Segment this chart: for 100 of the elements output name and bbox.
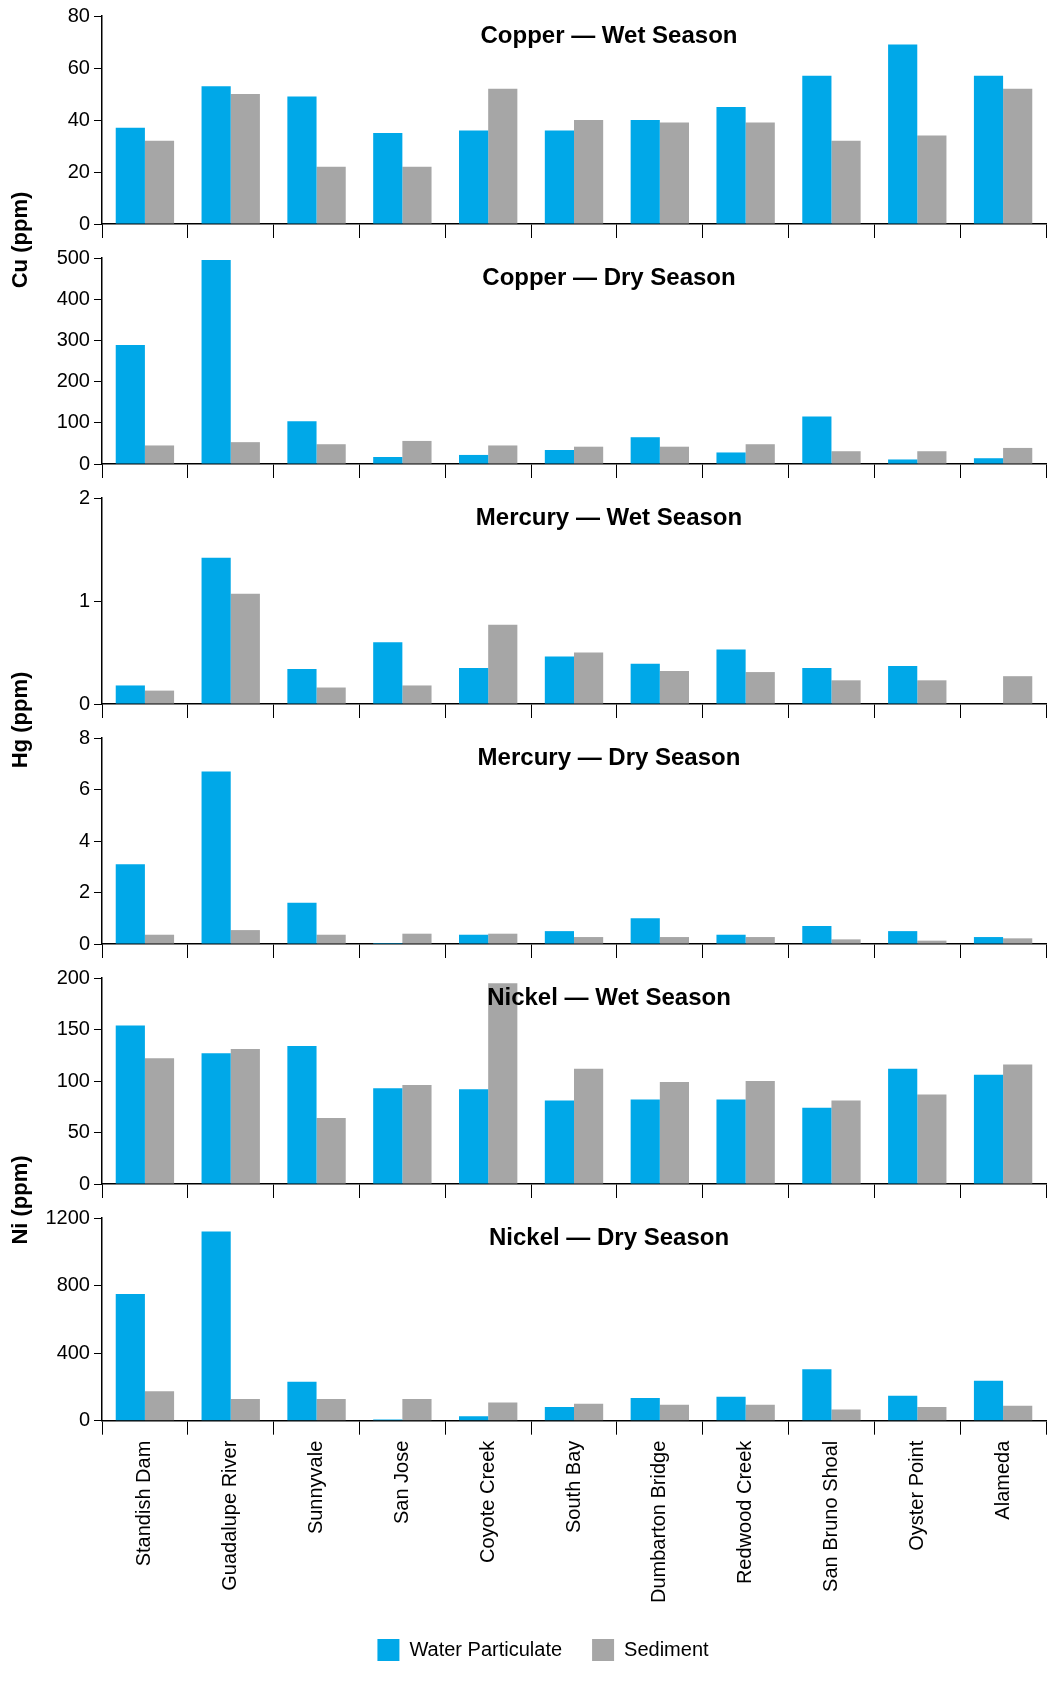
bar (831, 680, 861, 704)
bar (888, 931, 918, 944)
y-tick-label: 1 (78, 588, 90, 611)
y-tick-label: 2 (78, 485, 90, 508)
bar (917, 451, 947, 464)
y-tick-label: 80 (67, 3, 90, 26)
bar (373, 642, 403, 704)
x-tick-label: South Bay (561, 1440, 584, 1533)
bar (831, 939, 861, 944)
chart-title: Nickel — Wet Season (487, 982, 731, 1010)
bar (831, 451, 861, 464)
chart-title: Mercury — Wet Season (475, 502, 743, 530)
y-tick-label: 50 (67, 1120, 90, 1143)
bar (201, 557, 231, 704)
bar (659, 671, 689, 704)
bar (459, 130, 489, 224)
y-tick-label: 0 (78, 211, 90, 234)
bar (659, 937, 689, 944)
bar (201, 771, 231, 944)
y-tick-label: 100 (56, 1068, 90, 1091)
x-tick-label: San Jose (389, 1440, 412, 1525)
bar (488, 624, 518, 704)
y-tick-label: 800 (56, 1273, 90, 1296)
x-tick-label: Alameda (990, 1439, 1013, 1520)
legend-label: Sediment (624, 1637, 710, 1660)
bar (802, 75, 832, 224)
y-tick-label: 200 (56, 965, 90, 988)
bar (716, 934, 746, 944)
y-tick-label: 150 (56, 1017, 90, 1040)
bar (144, 690, 175, 704)
bar (402, 685, 432, 704)
bar (973, 75, 1004, 224)
y-tick-label: 300 (56, 327, 90, 350)
x-tick-label: Oyster Point (904, 1440, 927, 1551)
bar (745, 122, 775, 224)
bar (144, 1391, 175, 1421)
bar (973, 1380, 1004, 1421)
bar (459, 934, 489, 944)
y-tick-label: 100 (56, 410, 90, 433)
bar (144, 140, 175, 224)
bar (544, 449, 574, 464)
bar (488, 933, 518, 944)
y-tick-label: 0 (78, 1171, 90, 1194)
y-tick-label: 500 (56, 245, 90, 268)
y-tick-label: 2 (78, 880, 90, 903)
bar (1003, 88, 1033, 224)
bar (917, 1407, 947, 1421)
bar (630, 1397, 660, 1421)
y-tick-label: 6 (78, 777, 90, 800)
bar (287, 96, 317, 224)
bar (888, 665, 918, 704)
x-tick-label: Guadalupe River (218, 1440, 241, 1591)
bar (1003, 938, 1033, 944)
bar (802, 667, 832, 704)
y-tick-label: 4 (78, 828, 90, 851)
bar (316, 166, 346, 224)
bar (745, 1081, 775, 1184)
chart-title: Mercury — Dry Season (477, 742, 741, 770)
y-tick-label: 200 (56, 369, 90, 392)
bar (802, 1107, 832, 1184)
bar (973, 1074, 1004, 1184)
bar (574, 1403, 604, 1421)
bar (287, 1045, 317, 1184)
bar (574, 1068, 604, 1184)
bar (888, 1395, 918, 1421)
bar (802, 925, 832, 944)
bar (373, 133, 403, 224)
bar (287, 668, 317, 704)
bar (630, 437, 660, 464)
bar (1003, 447, 1033, 464)
bar (802, 1369, 832, 1421)
bar (917, 940, 947, 944)
bar (316, 1399, 346, 1421)
bar (745, 444, 775, 464)
bar (201, 260, 231, 464)
bar (659, 122, 689, 224)
bar (745, 672, 775, 704)
bar (544, 931, 574, 944)
y-tick-label: 0 (78, 691, 90, 714)
bar (402, 1399, 432, 1421)
bar (230, 442, 260, 464)
bar (402, 440, 432, 464)
bar (917, 1094, 947, 1184)
bar (201, 1053, 231, 1184)
bar (659, 446, 689, 464)
bar (544, 656, 574, 704)
bar (544, 130, 574, 224)
bar (802, 416, 832, 464)
y-axis-title: Cu (ppm) (7, 191, 33, 289)
bar (373, 457, 403, 464)
y-axis-title: Ni (ppm) (7, 1155, 33, 1245)
bar (544, 1407, 574, 1421)
y-axis-title: Hg (ppm) (7, 671, 33, 769)
bar (287, 902, 317, 944)
bar (1003, 1064, 1033, 1184)
bar (115, 864, 145, 944)
bar (630, 120, 660, 224)
bar (973, 458, 1004, 464)
bar (574, 120, 604, 224)
bar (373, 1088, 403, 1184)
